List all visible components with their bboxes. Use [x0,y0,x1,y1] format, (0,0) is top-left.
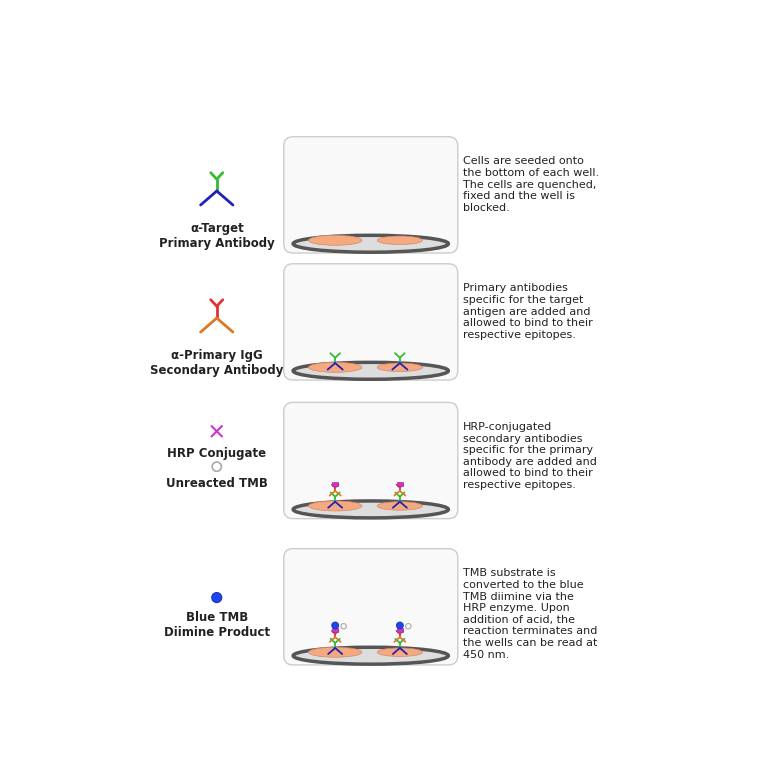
Ellipse shape [377,363,422,371]
Bar [397,629,403,633]
FancyBboxPatch shape [283,264,458,380]
FancyBboxPatch shape [283,137,458,253]
Circle shape [212,593,222,603]
Text: HRP-conjugated
secondary antibodies
specific for the primary
antibody are added : HRP-conjugated secondary antibodies spec… [463,422,597,490]
Text: α-Target
Primary Antibody: α-Target Primary Antibody [159,222,274,250]
Ellipse shape [293,501,448,518]
Ellipse shape [377,648,422,656]
Text: Unreacted TMB: Unreacted TMB [166,478,267,490]
Ellipse shape [377,236,422,244]
FancyBboxPatch shape [283,549,458,665]
Circle shape [332,622,338,629]
Ellipse shape [309,647,362,657]
Ellipse shape [309,501,362,511]
Ellipse shape [309,362,362,372]
Bar [332,629,338,633]
Text: TMB substrate is
converted to the blue
TMB diimine via the
HRP enzyme. Upon
addi: TMB substrate is converted to the blue T… [463,568,597,659]
Text: HRP Conjugate: HRP Conjugate [167,447,267,460]
Ellipse shape [309,235,362,245]
Text: Primary antibodies
specific for the target
antigen are added and
allowed to bind: Primary antibodies specific for the targ… [463,283,593,340]
FancyBboxPatch shape [283,403,458,519]
Bar [332,482,338,486]
Ellipse shape [293,235,448,252]
Ellipse shape [377,502,422,510]
Text: α-Primary IgG
Secondary Antibody: α-Primary IgG Secondary Antibody [150,349,283,377]
Ellipse shape [293,647,448,664]
Text: Cells are seeded onto
the bottom of each well.
The cells are quenched,
fixed and: Cells are seeded onto the bottom of each… [463,157,599,212]
Bar [397,482,403,486]
Text: Blue TMB
Diimine Product: Blue TMB Diimine Product [163,610,270,639]
Ellipse shape [293,362,448,379]
Circle shape [397,622,403,629]
